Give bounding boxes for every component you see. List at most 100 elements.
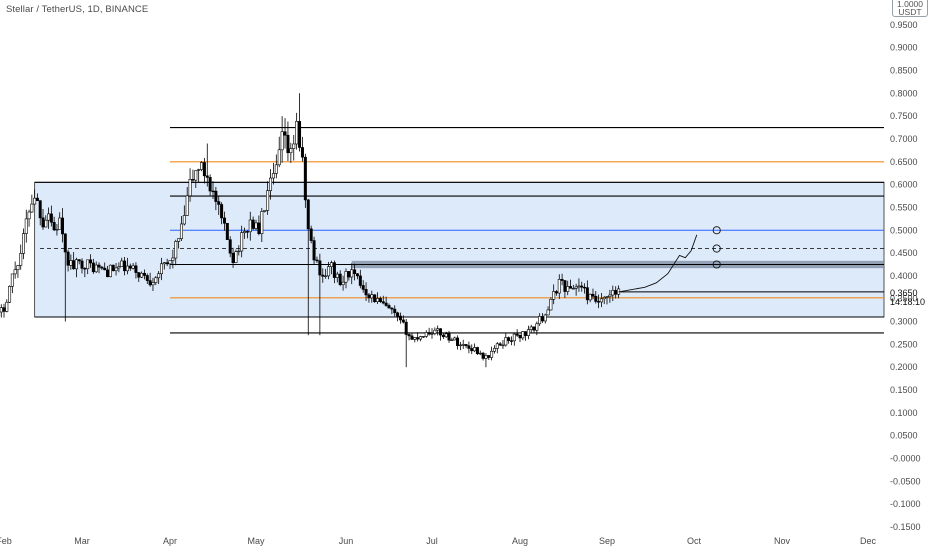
candle-down — [540, 316, 544, 322]
last-price-label: 0.3650 — [890, 288, 918, 298]
candle-up — [171, 257, 175, 261]
candle-down — [97, 264, 101, 268]
target-circle-0 — [712, 226, 721, 235]
candle-up — [538, 316, 542, 325]
price-tick-label: 0.1000 — [890, 408, 918, 418]
candle-up — [473, 347, 477, 352]
price-tick-label: 0.4000 — [890, 271, 918, 281]
candle-down — [554, 291, 558, 294]
candle-up — [376, 298, 380, 303]
candle-down — [467, 345, 471, 349]
candle-up — [571, 288, 575, 290]
candle-down — [191, 179, 195, 181]
candle-up — [168, 260, 172, 265]
candle-up — [140, 272, 144, 278]
candle-down — [251, 219, 255, 229]
price-tick-label: 0.5000 — [890, 225, 918, 235]
currency-unit: USDT — [898, 7, 922, 17]
candle-up — [608, 294, 612, 297]
candle-down — [580, 285, 584, 288]
candle-up — [94, 264, 98, 273]
currency-selector[interactable]: 1.0000 USDT — [892, 0, 928, 17]
candle-up — [154, 277, 158, 283]
time-tick-label: Feb — [0, 536, 12, 546]
candle-down — [111, 264, 115, 272]
candle-down — [441, 334, 445, 338]
price-tick-label: -0.1000 — [890, 499, 921, 509]
candle-up — [335, 273, 339, 278]
candle-down — [80, 260, 84, 269]
candle-up — [424, 332, 428, 337]
price-tick-label: 0.3500 — [890, 294, 918, 304]
candle-up — [433, 329, 437, 334]
projection-layer — [618, 226, 721, 293]
candle-up — [289, 148, 293, 154]
candle-up — [125, 265, 129, 272]
candle-down — [41, 217, 45, 228]
symbol-title[interactable]: Stellar / TetherUS, 1D, BINANCE — [6, 4, 149, 15]
candle-up — [240, 232, 244, 252]
candle-up — [30, 203, 34, 213]
candle-up — [526, 329, 530, 336]
price-tick-label: 0.7000 — [890, 134, 918, 144]
candle-up — [602, 297, 606, 300]
candle-down — [35, 197, 39, 201]
candle-up — [120, 260, 124, 267]
time-tick-label: Jun — [339, 536, 354, 546]
candle-up — [197, 169, 201, 171]
candle-up — [74, 259, 78, 270]
candle-down — [306, 199, 310, 230]
time-tick-label: Jul — [426, 536, 438, 546]
candle-up — [329, 262, 333, 267]
candle-up — [419, 336, 423, 340]
candle-down — [231, 252, 235, 263]
candle-up — [24, 218, 28, 234]
range-box-layer — [34, 181, 885, 318]
candle-up — [277, 149, 281, 166]
last-price-tag: 0.3650 14:18:10 — [890, 288, 925, 307]
time-axis[interactable]: Feb Mar Apr May Jun Jul Aug Sep Oct Nov Dec — [0, 536, 876, 546]
candle-up — [430, 333, 434, 335]
candle-down — [381, 301, 385, 304]
candle-up — [521, 331, 525, 339]
candle-up — [413, 337, 417, 340]
candle-up — [19, 253, 23, 266]
candle-down — [222, 217, 226, 224]
candle-up — [58, 217, 62, 230]
candle-up — [21, 233, 25, 254]
candle-up — [8, 286, 12, 303]
candle-up — [151, 282, 155, 286]
candle-up — [599, 298, 603, 303]
candle-down — [106, 269, 110, 278]
candle-up — [492, 348, 496, 352]
candle-down — [283, 131, 287, 136]
candle-down — [507, 337, 511, 341]
candle-up — [484, 355, 488, 359]
candle-down — [100, 266, 104, 269]
candle-down — [509, 340, 513, 342]
candle-up — [280, 131, 284, 151]
candle-up — [324, 275, 328, 277]
candle-down — [318, 260, 322, 276]
candle-up — [588, 293, 592, 301]
candle-down — [387, 305, 391, 309]
target-circle-2 — [712, 260, 721, 269]
candle-up — [495, 343, 499, 349]
candle-down — [410, 335, 414, 340]
candle-down — [427, 332, 431, 335]
time-tick-label: Apr — [163, 536, 177, 546]
candle-up — [512, 333, 516, 342]
candle-down — [225, 222, 229, 240]
candle-up — [271, 173, 275, 179]
candle-down — [38, 200, 42, 219]
candle-down — [515, 333, 519, 336]
candle-up — [529, 326, 533, 330]
candle-up — [194, 170, 198, 181]
price-axis[interactable]: 0.9500 0.9000 0.8500 0.8000 0.7500 0.7000 0.65… — [890, 20, 921, 532]
candle-down — [470, 348, 474, 352]
candle-up — [444, 333, 448, 338]
candle-up — [0, 307, 3, 313]
candle-down — [393, 308, 397, 314]
candle-down — [312, 240, 316, 261]
